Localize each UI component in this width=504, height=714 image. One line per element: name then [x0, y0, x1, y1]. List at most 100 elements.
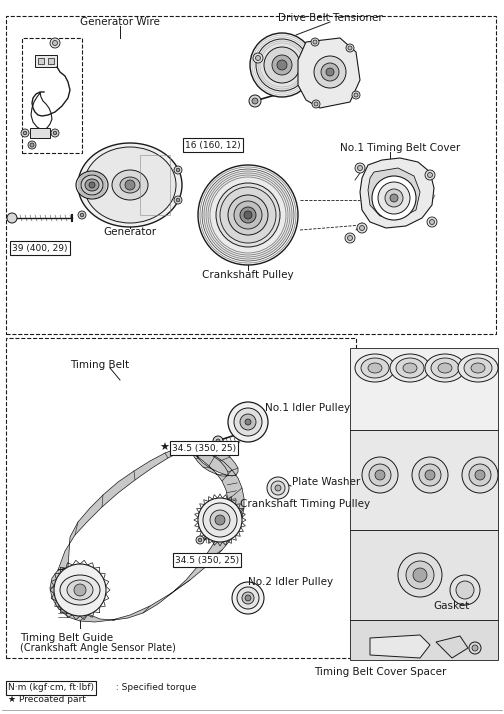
Circle shape — [245, 595, 251, 601]
Circle shape — [378, 182, 410, 214]
Ellipse shape — [76, 171, 108, 199]
Text: Crankshaft Timing Pulley: Crankshaft Timing Pulley — [240, 499, 370, 509]
Polygon shape — [368, 168, 420, 218]
Circle shape — [256, 39, 308, 91]
Circle shape — [50, 38, 60, 48]
Bar — [22, 38, 82, 153]
Circle shape — [312, 100, 320, 108]
Circle shape — [198, 498, 242, 542]
Circle shape — [267, 477, 289, 499]
Ellipse shape — [112, 170, 148, 200]
Circle shape — [232, 582, 264, 614]
Polygon shape — [50, 446, 244, 622]
Circle shape — [456, 581, 474, 599]
Circle shape — [425, 170, 435, 180]
Polygon shape — [350, 430, 498, 530]
Circle shape — [314, 102, 318, 106]
Text: 34.5 (350, 25): 34.5 (350, 25) — [172, 443, 236, 453]
Circle shape — [74, 584, 86, 596]
Circle shape — [345, 233, 355, 243]
Text: Timing Belt Guide: Timing Belt Guide — [20, 633, 113, 643]
Ellipse shape — [84, 147, 176, 223]
Circle shape — [348, 46, 352, 50]
Circle shape — [450, 575, 480, 605]
Text: Generator: Generator — [103, 227, 157, 237]
Circle shape — [240, 414, 256, 430]
Circle shape — [427, 217, 437, 227]
Text: Timing Belt Cover Spacer: Timing Belt Cover Spacer — [314, 667, 446, 677]
Bar — [35, 55, 57, 67]
Circle shape — [352, 91, 360, 99]
Circle shape — [215, 515, 225, 525]
Text: No.1 Timing Belt Cover: No.1 Timing Belt Cover — [340, 143, 460, 153]
Ellipse shape — [361, 358, 389, 378]
Circle shape — [203, 503, 237, 537]
Text: Drive Belt Tensioner: Drive Belt Tensioner — [278, 13, 383, 23]
Bar — [140, 155, 170, 215]
Circle shape — [249, 95, 261, 107]
Circle shape — [176, 198, 180, 202]
Ellipse shape — [464, 358, 492, 378]
Text: No.2 Idler Pulley: No.2 Idler Pulley — [248, 577, 333, 587]
Circle shape — [89, 182, 95, 188]
Text: Timing Belt: Timing Belt — [70, 360, 129, 370]
Circle shape — [253, 53, 263, 63]
Polygon shape — [436, 636, 468, 658]
Text: Crankshaft Pulley: Crankshaft Pulley — [202, 270, 294, 280]
Circle shape — [198, 165, 298, 265]
Circle shape — [198, 538, 202, 542]
Circle shape — [242, 592, 254, 604]
Circle shape — [362, 457, 398, 493]
Bar — [38, 58, 44, 64]
Circle shape — [234, 408, 262, 436]
Circle shape — [406, 561, 434, 589]
Circle shape — [53, 131, 57, 135]
Circle shape — [275, 485, 281, 491]
Circle shape — [228, 402, 268, 442]
Text: 34.5 (350, 25): 34.5 (350, 25) — [175, 555, 239, 565]
Circle shape — [472, 645, 478, 651]
Ellipse shape — [85, 179, 99, 191]
Circle shape — [174, 166, 182, 174]
Text: Gasket: Gasket — [434, 601, 470, 611]
Ellipse shape — [403, 363, 417, 373]
Circle shape — [346, 44, 354, 52]
Circle shape — [357, 166, 362, 171]
Circle shape — [354, 93, 358, 97]
Text: Generator Wire: Generator Wire — [80, 17, 160, 27]
Circle shape — [176, 169, 180, 172]
Polygon shape — [370, 635, 430, 658]
Circle shape — [321, 63, 339, 81]
Circle shape — [369, 464, 391, 486]
Circle shape — [347, 236, 352, 241]
Ellipse shape — [368, 363, 382, 373]
Circle shape — [469, 464, 491, 486]
Circle shape — [216, 439, 220, 443]
Circle shape — [51, 129, 59, 137]
Circle shape — [23, 131, 27, 135]
Text: 39 (400, 29): 39 (400, 29) — [12, 243, 68, 253]
Ellipse shape — [67, 580, 93, 600]
Circle shape — [372, 176, 416, 220]
Text: ★ Precoated part: ★ Precoated part — [8, 695, 86, 705]
Ellipse shape — [458, 354, 498, 382]
Circle shape — [413, 568, 427, 582]
Circle shape — [250, 33, 314, 97]
Circle shape — [264, 47, 300, 83]
Text: N·m (kgf·cm, ft·lbf): N·m (kgf·cm, ft·lbf) — [8, 683, 94, 693]
Circle shape — [314, 56, 346, 88]
Circle shape — [220, 187, 276, 243]
Circle shape — [427, 173, 432, 178]
Polygon shape — [350, 530, 498, 620]
Bar — [30, 128, 50, 138]
Circle shape — [398, 553, 442, 597]
Circle shape — [311, 38, 319, 46]
Circle shape — [429, 219, 434, 224]
Bar — [6, 338, 356, 658]
Text: No.1 Idler Pulley: No.1 Idler Pulley — [265, 403, 350, 413]
Text: ★: ★ — [159, 443, 169, 453]
Bar — [48, 58, 54, 64]
Circle shape — [475, 470, 485, 480]
Circle shape — [210, 510, 230, 530]
Circle shape — [28, 141, 36, 149]
